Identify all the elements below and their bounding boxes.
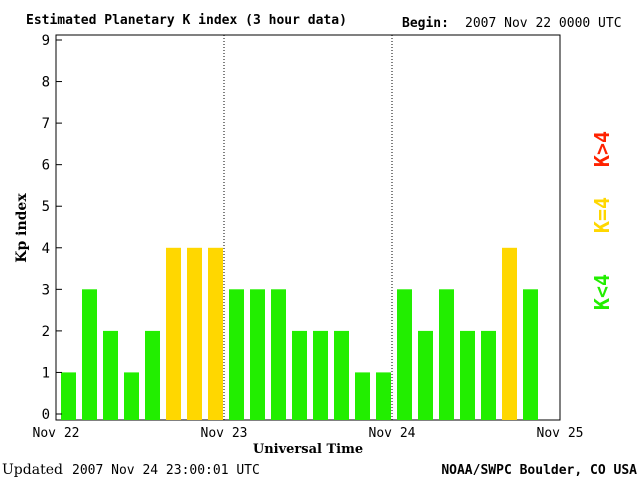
kp-bar: [166, 247, 181, 420]
x-axis-label: Universal Time: [253, 442, 363, 457]
kp-bar: [460, 330, 475, 420]
kp-bar: [61, 372, 76, 420]
kp-bar: [334, 330, 349, 420]
y-tick-label: 6: [42, 158, 50, 174]
kp-bar: [481, 330, 496, 420]
kp-bar: [292, 330, 307, 420]
kp-bar: [313, 330, 328, 420]
kp-bar: [271, 289, 286, 420]
kp-bar: [187, 247, 202, 420]
kp-bar: [502, 247, 517, 420]
kp-bar: [208, 247, 223, 420]
legend: K<4 K=4 K>4: [590, 131, 614, 310]
legend-item-above: K>4: [590, 131, 614, 167]
x-tick-label: Nov 23: [201, 426, 248, 441]
y-tick-label: 7: [42, 116, 50, 132]
kp-bar: [82, 289, 97, 420]
bars-group: [61, 247, 538, 420]
chart-title: Estimated Planetary K index (3 hour data…: [26, 13, 347, 28]
kp-bar: [229, 289, 244, 420]
kp-bar: [523, 289, 538, 420]
kp-bar: [397, 289, 412, 420]
day-dividers: [223, 35, 393, 420]
kp-bar: [418, 330, 433, 420]
begin-label: Begin:: [402, 16, 449, 31]
y-tick-label: 9: [42, 33, 50, 49]
legend-item-equal: K=4: [590, 197, 614, 233]
y-tick-label: 4: [42, 241, 50, 257]
y-tick-label: 2: [42, 324, 50, 340]
updated-label: Updated: [2, 462, 63, 478]
y-axis-label: Kp index: [14, 193, 30, 263]
kp-bar: [103, 330, 118, 420]
y-axis: 0 1 2 3 4 5 6 7 8 9: [42, 33, 62, 423]
y-tick-label: 8: [42, 75, 50, 91]
kp-bar: [145, 330, 160, 420]
plot-frame: [55, 34, 561, 421]
y-tick-label: 3: [42, 282, 50, 298]
kp-bar: [376, 372, 391, 420]
kp-bar: [355, 372, 370, 420]
kp-bar: [439, 289, 454, 420]
x-tick-label: Nov 25: [537, 426, 584, 441]
x-tick-label: Nov 24: [369, 426, 416, 441]
y-tick-label: 1: [42, 365, 50, 381]
y-tick-label: 5: [42, 199, 50, 215]
legend-item-below: K<4: [590, 274, 614, 310]
kp-bar: [250, 289, 265, 420]
begin-value: 2007 Nov 22 0000 UTC: [465, 16, 622, 31]
x-tick-label: Nov 22: [33, 426, 80, 441]
y-tick-label: 0: [42, 407, 50, 423]
source-credit: NOAA/SWPC Boulder, CO USA: [441, 463, 637, 478]
updated-value: 2007 Nov 24 23:00:01 UTC: [72, 463, 260, 478]
x-axis: Nov 22 Nov 23 Nov 24 Nov 25: [33, 426, 584, 441]
kp-bar: [124, 372, 139, 420]
